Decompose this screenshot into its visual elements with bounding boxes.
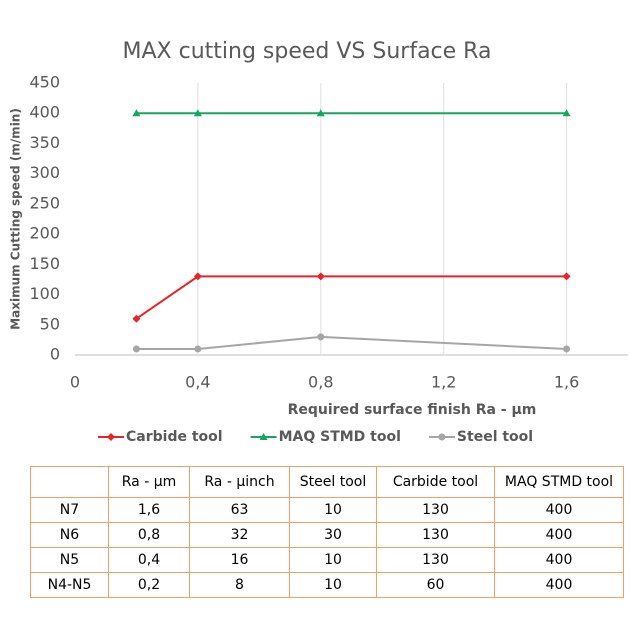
- row-label: N7: [30, 497, 109, 523]
- legend-marker: [107, 433, 115, 441]
- data-point: [132, 314, 141, 323]
- legend-marker: [259, 433, 268, 440]
- header-cell: MAQ STMD tool: [494, 466, 624, 498]
- data-point: [563, 345, 571, 353]
- row-label: N4-N5: [30, 572, 109, 598]
- y-tick-label: 100: [29, 284, 60, 303]
- cell: 400: [494, 522, 624, 548]
- cell: 130: [376, 522, 495, 548]
- y-tick-label: 200: [29, 224, 60, 243]
- x-tick-label: 1,6: [554, 373, 579, 392]
- x-tick-label: 0,8: [308, 373, 333, 392]
- table-row: N5 0,4 16 10 130 400: [30, 547, 624, 573]
- cell: 30: [289, 522, 377, 548]
- data-point: [193, 272, 202, 281]
- header-cell: Ra - µinch: [189, 466, 290, 498]
- cell: 0,2: [108, 572, 190, 598]
- header-cell: Ra - µm: [108, 466, 190, 498]
- header-cell: Carbide tool: [376, 466, 495, 498]
- legend-label: Carbide tool: [126, 429, 223, 445]
- data-table: Ra - µm Ra - µinch Steel tool Carbide tool M…: [30, 466, 624, 598]
- y-tick-label: 250: [29, 193, 60, 212]
- data-point: [193, 109, 202, 117]
- cell: 130: [376, 547, 495, 573]
- cell: 60: [376, 572, 495, 598]
- header-cell: Steel tool: [289, 466, 377, 498]
- data-point: [132, 345, 140, 353]
- cell: 10: [289, 572, 377, 598]
- data-point: [194, 345, 202, 353]
- row-label: N5: [30, 547, 109, 573]
- chart-title: MAX cutting speed VS Surface Ra: [123, 39, 492, 64]
- cell: 400: [494, 547, 624, 573]
- x-axis-title: Required surface finish Ra - µm: [288, 402, 537, 418]
- cell: 10: [289, 547, 377, 573]
- cell: 400: [494, 572, 624, 598]
- y-tick-label: 150: [29, 254, 60, 273]
- y-tick-label: 450: [29, 73, 60, 92]
- data-point: [562, 272, 571, 281]
- y-tick-label: 350: [29, 133, 60, 152]
- series-line: [136, 335, 567, 350]
- legend-label: Steel tool: [457, 429, 533, 445]
- cell: 0,4: [108, 547, 190, 573]
- data-point: [132, 109, 141, 117]
- row-label: N6: [30, 522, 109, 548]
- y-axis-title: Maximum Cutting speed (m/min): [9, 108, 23, 330]
- x-tick-label: 1,2: [431, 373, 456, 392]
- y-tick-label: 300: [29, 163, 60, 182]
- table-row: N4-N5 0,2 8 10 60 400: [30, 572, 624, 598]
- cell: 63: [189, 497, 290, 523]
- cell: 16: [189, 547, 290, 573]
- legend-label: MAQ STMD tool: [279, 429, 401, 445]
- cell: 400: [494, 497, 624, 523]
- corner-cell: [30, 466, 109, 498]
- cell: 0,8: [108, 522, 190, 548]
- data-point: [562, 109, 571, 117]
- cell: 8: [189, 572, 290, 598]
- series-line: [135, 275, 567, 320]
- y-tick-label: 50: [40, 314, 60, 333]
- cell: 10: [289, 497, 377, 523]
- table-row: N6 0,8 32 30 130 400: [30, 522, 624, 548]
- data-point: [316, 272, 325, 281]
- chart: MAX cutting speed VS Surface Ra Required…: [9, 39, 628, 445]
- cell: 32: [189, 522, 290, 548]
- table-row: N7 1,6 63 10 130 400: [30, 497, 624, 523]
- x-tick-label: 0,4: [185, 373, 210, 392]
- cell: 1,6: [108, 497, 190, 523]
- data-point: [317, 333, 325, 341]
- cell: 130: [376, 497, 495, 523]
- y-tick-label: 400: [29, 103, 60, 122]
- legend-marker: [438, 433, 446, 441]
- x-tick-label: 0: [70, 373, 80, 392]
- data-point: [316, 109, 325, 117]
- y-tick-label: 0: [50, 345, 60, 364]
